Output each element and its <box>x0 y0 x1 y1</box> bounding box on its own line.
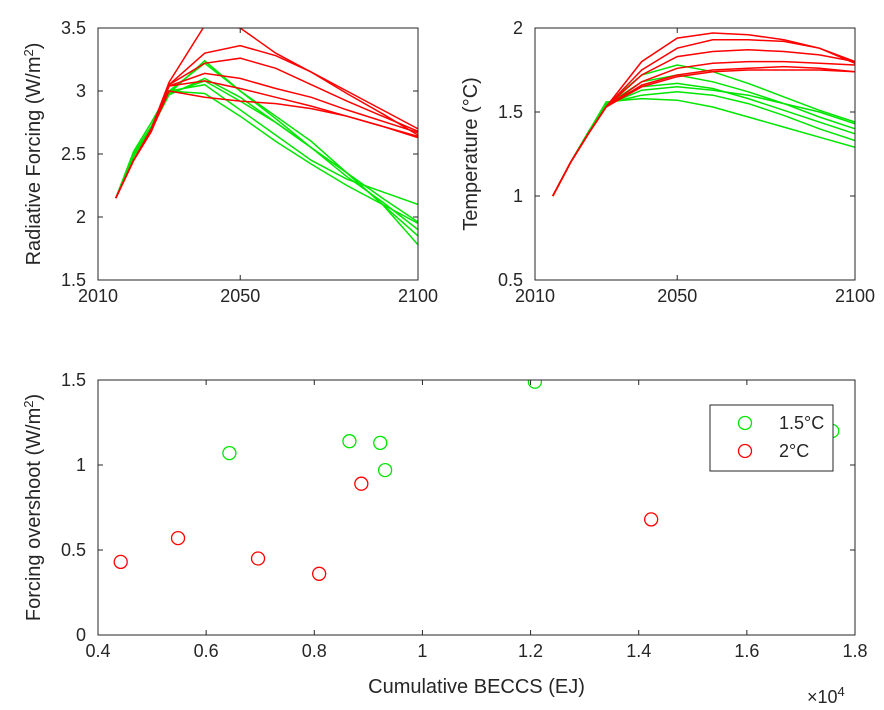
scatter-point-2-2 <box>170 530 186 546</box>
y-axis-label: Forcing overshoot (W/m2) <box>21 394 46 621</box>
chart-panel-3: 0.4 0.6 0.8 1 1.2 1.4 1.6 1.8 0 0.5 1 1.5 Forcing ov… <box>21 370 868 707</box>
data-layer <box>115 28 418 246</box>
y-tick-label: 1 <box>513 186 523 206</box>
series-line-red-12 <box>552 69 855 197</box>
x-tick-label: 2050 <box>657 286 697 306</box>
legend-label-2: 2°C <box>779 441 809 461</box>
x-tick-label: 0.6 <box>194 641 219 661</box>
x-tick-label: 2010 <box>78 286 118 306</box>
y-tick-label: 2 <box>76 207 86 227</box>
chart-panel-2: 2010 2050 2100 0.5 1 1.5 2 Temperature (°C) <box>460 18 875 306</box>
scatter-point-1-1 <box>222 445 237 461</box>
y-tick-label: 1 <box>76 455 86 475</box>
scatter-point-1-5 <box>527 380 543 389</box>
x-axis-exponent: ×104 <box>807 684 845 708</box>
scatter-point-2-1 <box>113 554 128 570</box>
y-tick-label: 1.5 <box>61 270 86 290</box>
axes-box <box>534 27 856 281</box>
y-tick-label: 1.5 <box>498 102 523 122</box>
y-tick-label: 2 <box>513 18 523 38</box>
series-line-red-7 <box>115 28 418 199</box>
x-tick-label: 1 <box>417 641 427 661</box>
x-tick-label: 1.2 <box>518 641 543 661</box>
y-tick-label: 0.5 <box>498 270 523 290</box>
y-tick-label: 1.5 <box>61 370 86 390</box>
legend-label-1: 1.5°C <box>779 413 824 433</box>
x-tick-label: 2010 <box>515 286 555 306</box>
y-axis-label: Temperature (°C) <box>460 77 482 231</box>
y-tick-label: 3.5 <box>61 18 86 38</box>
chart-panel-1: 2010 2050 2100 1.5 2 2.5 3 3.5 Radiative Forcing… <box>21 18 439 306</box>
x-tick-label: 1.8 <box>842 641 867 661</box>
x-tick-label: 2100 <box>398 286 438 306</box>
legend-marker-2 <box>737 443 753 459</box>
legend-box <box>709 404 834 472</box>
y-tick-label: 3 <box>76 81 86 101</box>
y-tick-label: 0.5 <box>61 540 86 560</box>
series-line-red-12 <box>115 90 418 199</box>
scatter-point-2-3 <box>250 551 266 566</box>
scatter-point-1-2 <box>342 434 357 449</box>
data-layer <box>552 32 855 197</box>
scatter-point-1-3 <box>373 435 388 451</box>
y-tick-label: 2.5 <box>61 144 86 164</box>
scatter-point-2-6 <box>644 512 659 527</box>
x-tick-label: 1.4 <box>626 641 651 661</box>
y-tick-label: 0 <box>76 625 86 645</box>
plot-area <box>98 28 418 280</box>
legend-marker-1 <box>737 415 753 431</box>
x-tick-label: 2100 <box>835 286 875 306</box>
scatter-point-1-4 <box>377 462 393 478</box>
axes-box <box>97 379 856 636</box>
scatter-point-2-4 <box>312 566 327 581</box>
scatter-point-2-5 <box>354 476 369 491</box>
x-tick-label: 0.4 <box>85 641 110 661</box>
x-tick-label: 2050 <box>220 286 260 306</box>
x-axis-label: Cumulative BECCS (EJ) <box>368 676 585 698</box>
x-tick-label: 1.6 <box>734 641 759 661</box>
data-layer <box>113 380 840 581</box>
x-tick-label: 0.8 <box>302 641 327 661</box>
y-axis-label: Radiative Forcing (W/m2) <box>21 43 46 266</box>
legend: 1.5°C 2°C <box>709 404 834 472</box>
